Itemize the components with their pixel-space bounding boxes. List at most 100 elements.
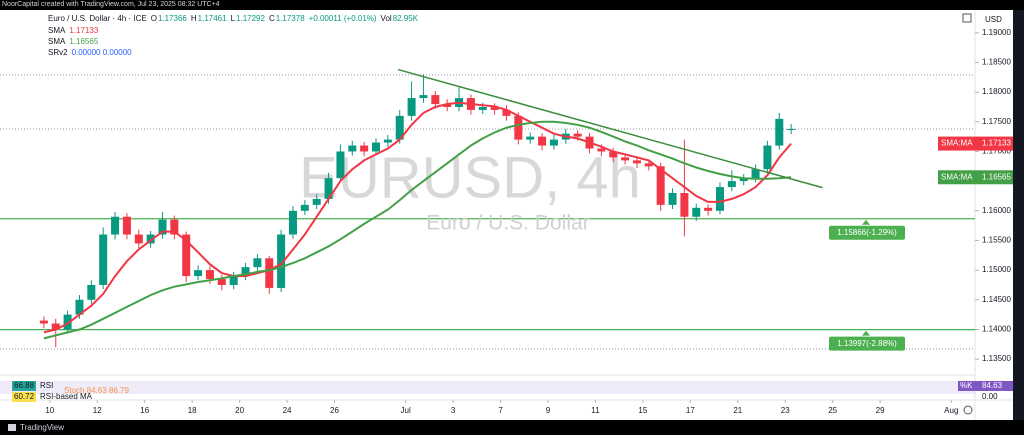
x-tick-label: 29	[876, 406, 885, 415]
candle-body	[644, 163, 653, 167]
candle-body	[538, 136, 547, 146]
candle-body	[348, 145, 357, 152]
candle-body	[668, 193, 677, 205]
candle-body	[241, 267, 250, 277]
candle-body	[715, 187, 724, 211]
sma-line	[43, 120, 792, 340]
chart-panel	[0, 10, 1013, 420]
x-tick-label: 18	[188, 406, 197, 415]
rsi-value-box	[12, 392, 36, 402]
indicator-name: SRv2	[48, 48, 68, 57]
ohlc-label: O	[151, 14, 157, 23]
indicator-value: 0.00000 0.00000	[72, 48, 133, 57]
candle-body	[727, 181, 736, 188]
candle-body	[63, 314, 72, 330]
x-tick-label: 21	[733, 406, 742, 415]
x-tick-label: 25	[828, 406, 837, 415]
ohlc-value: 1.17366	[158, 14, 187, 23]
candle-body	[277, 234, 286, 288]
x-tick-label: 12	[93, 406, 102, 415]
candle-body	[419, 95, 428, 99]
y-tick-label: 1.15500	[982, 236, 1011, 245]
y-tick-label: 1.14500	[982, 295, 1011, 304]
x-tick-label: 26	[330, 406, 339, 415]
rsi-band	[0, 381, 975, 394]
candle-body	[431, 95, 440, 104]
y-tick-label: 1.14000	[982, 325, 1011, 334]
candle-body	[739, 178, 748, 182]
candle-body	[407, 98, 416, 116]
candle-body	[87, 284, 96, 300]
y-tick-label: 1.18000	[982, 87, 1011, 96]
level-label: 1.15866(-1.29%)	[837, 228, 897, 237]
candle-body	[111, 216, 120, 235]
candle-body	[134, 234, 143, 244]
candle-body	[549, 139, 558, 146]
vol-label: Vol	[381, 14, 392, 23]
candle-body	[51, 323, 60, 330]
candle-body	[182, 234, 191, 277]
candle-body	[229, 276, 238, 285]
level-handle[interactable]	[862, 219, 870, 225]
candle-body	[39, 320, 48, 324]
candle-body	[502, 109, 511, 116]
candle-body	[265, 258, 274, 288]
candle-body	[514, 115, 523, 140]
rsi-value: 66.88	[14, 381, 35, 390]
candle-body	[609, 151, 618, 158]
level-handle[interactable]	[862, 330, 870, 336]
candle-body	[253, 258, 262, 268]
candle-body	[443, 104, 452, 107]
symbol: Euro / U.S. Dollar · 4h · ICE	[48, 14, 147, 23]
ohlc-value: 1.17461	[198, 14, 227, 23]
logo: TradingView	[20, 423, 64, 432]
maximize-icon[interactable]	[962, 13, 972, 23]
candle-body	[217, 279, 226, 285]
rsi-name: RSI	[40, 381, 53, 390]
k-value: 84.63	[982, 381, 1003, 390]
price-label-box	[938, 170, 1013, 185]
candle-body	[146, 234, 155, 244]
side-strip	[1013, 10, 1024, 420]
candle-body	[300, 204, 309, 211]
x-tick-label: Jul	[401, 406, 411, 415]
x-tick-label: 20	[235, 406, 244, 415]
ohlc-value: 1.17292	[236, 14, 265, 23]
sma-line	[43, 101, 792, 334]
candle-body	[312, 198, 321, 205]
candle-body	[656, 166, 665, 205]
x-tick-label: 17	[686, 406, 695, 415]
trendline[interactable]	[397, 68, 823, 189]
x-tick-label: 15	[638, 406, 647, 415]
indicator-name: SMA	[48, 37, 66, 46]
price-label-box	[938, 136, 1013, 151]
price-label-name: SMA:MA	[941, 139, 973, 148]
candle-body	[336, 151, 345, 179]
candle-body	[763, 145, 772, 170]
candle-body	[158, 219, 167, 235]
candle-body	[787, 129, 796, 131]
k-label: %K	[960, 381, 973, 390]
candle-body	[526, 136, 535, 140]
settings-icon[interactable]	[963, 405, 973, 415]
candle-body	[704, 207, 713, 211]
candle-body	[692, 207, 701, 217]
candle-body	[360, 145, 369, 152]
vol-value: 82.95K	[393, 14, 419, 23]
x-tick-label: 3	[451, 406, 456, 415]
x-tick-label: Aug	[944, 406, 958, 415]
candle-body	[170, 219, 179, 235]
candle-body	[324, 178, 333, 199]
level-label-box	[829, 225, 905, 240]
y-tick-label: 1.18500	[982, 58, 1011, 67]
y-tick-label: 1.15000	[982, 265, 1011, 274]
y-tick-label: 1.19000	[982, 28, 1011, 37]
level-label-box	[829, 336, 905, 351]
x-tick-label: 10	[45, 406, 54, 415]
ohlc-label: H	[191, 14, 197, 23]
ohlc-value: 1.17378	[276, 14, 305, 23]
x-tick-label: 16	[140, 406, 149, 415]
candle-body	[288, 210, 297, 235]
currency: USD	[985, 15, 1002, 24]
